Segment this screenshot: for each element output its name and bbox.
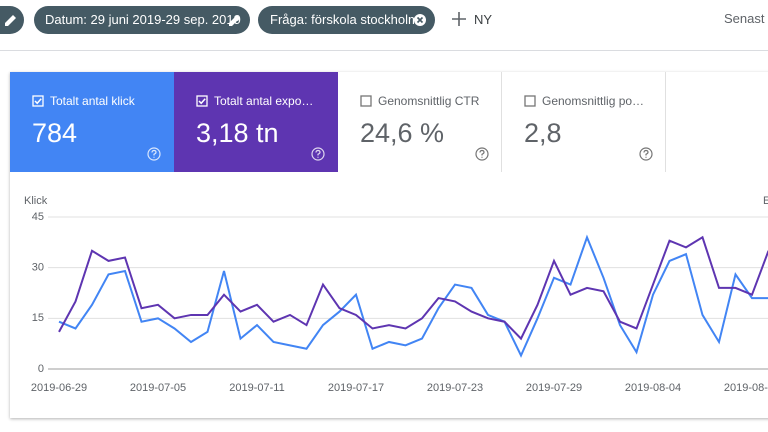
y-axis-label: Klick bbox=[24, 195, 48, 207]
y-tick-label: 45 bbox=[32, 211, 44, 223]
x-tick-label: 2019-07-23 bbox=[427, 382, 483, 394]
last-label: Senast bbox=[724, 11, 765, 26]
help-icon bbox=[475, 147, 489, 161]
help-circle bbox=[475, 147, 489, 161]
chip-text: Datum: 29 juni 2019-29 sep. 2019 bbox=[45, 12, 241, 27]
checkbox bbox=[360, 95, 372, 107]
edit-chip[interactable] bbox=[0, 6, 24, 34]
metric-label: Genomsnittlig CTR bbox=[378, 94, 480, 108]
help-icon bbox=[639, 147, 653, 161]
new-label: NY bbox=[474, 12, 493, 27]
series-line bbox=[58, 234, 768, 358]
metric-label: Totalt antal expo… bbox=[214, 94, 314, 108]
x-tick-label: 2019-07-29 bbox=[526, 382, 582, 394]
series-line bbox=[58, 235, 768, 341]
x-tick-label: 2019-08-04 bbox=[625, 382, 681, 394]
metric-value: 3,18 tn bbox=[196, 118, 279, 148]
help-mark bbox=[315, 149, 321, 158]
help-circle bbox=[147, 147, 161, 161]
help-mark bbox=[643, 149, 649, 158]
x-tick-label: 2019-07-11 bbox=[229, 382, 284, 394]
chip-text: Fråga: förskola stockholm bbox=[270, 12, 419, 27]
checkbox bbox=[32, 95, 44, 107]
help-mark bbox=[151, 149, 157, 158]
x-tick-label: 2019-08-10 bbox=[724, 382, 768, 394]
x-tick-label: 2019-07-05 bbox=[130, 382, 186, 394]
checkmark bbox=[198, 98, 206, 105]
help-icon bbox=[311, 147, 325, 161]
checkmark bbox=[34, 98, 42, 105]
help-icon bbox=[147, 147, 161, 161]
pencil-icon bbox=[229, 15, 240, 26]
checkbox bbox=[196, 95, 208, 107]
metric-card[interactable]: Totalt antal klick 784 bbox=[10, 72, 174, 172]
metric-card[interactable]: Genomsnittlig po… 2,8 bbox=[502, 72, 666, 172]
checkbox-box bbox=[32, 95, 44, 107]
metric-label: Totalt antal klick bbox=[50, 94, 135, 108]
help-circle bbox=[311, 147, 325, 161]
chart: Klick E 0 15 30 45 2019-06-29 2019-07-05 2019-07… bbox=[24, 195, 768, 394]
toolbar: Datum: 29 juni 2019-29 sep. 2019 Fråga: … bbox=[0, 0, 768, 51]
metric-card[interactable]: Genomsnittlig CTR 24,6 % bbox=[338, 72, 502, 172]
date-chip[interactable]: Datum: 29 juni 2019-29 sep. 2019 bbox=[34, 6, 250, 34]
x-tick-label: 2019-06-29 bbox=[31, 382, 87, 394]
metric-value: 24,6 % bbox=[360, 118, 445, 148]
metric-label: Genomsnittlig po… bbox=[542, 94, 645, 108]
x-tick-label: 2019-07-17 bbox=[328, 382, 384, 394]
help-mark bbox=[479, 149, 485, 158]
plus-icon bbox=[452, 12, 466, 26]
performance-panel: Totalt antal klick 784 Totalt antal expo… 3… bbox=[10, 72, 768, 418]
checkbox-box bbox=[524, 95, 536, 107]
query-chip[interactable]: Fråga: förskola stockholm bbox=[258, 6, 435, 34]
y2-axis-label: E bbox=[763, 195, 768, 207]
metric-card[interactable]: Totalt antal expo… 3,18 tn bbox=[174, 72, 338, 172]
help-circle bbox=[639, 147, 653, 161]
pencil-icon bbox=[5, 15, 16, 26]
checkbox-box bbox=[196, 95, 208, 107]
y-tick-label: 30 bbox=[32, 262, 44, 274]
new-button[interactable]: NY bbox=[452, 10, 492, 30]
metric-value: 784 bbox=[32, 118, 78, 148]
y-tick-label: 0 bbox=[38, 363, 44, 375]
close-icon[interactable] bbox=[413, 13, 427, 27]
checkbox-box bbox=[360, 95, 372, 107]
y-tick-label: 15 bbox=[32, 312, 44, 324]
metric-value: 2,8 bbox=[524, 118, 562, 148]
checkbox bbox=[524, 95, 536, 107]
